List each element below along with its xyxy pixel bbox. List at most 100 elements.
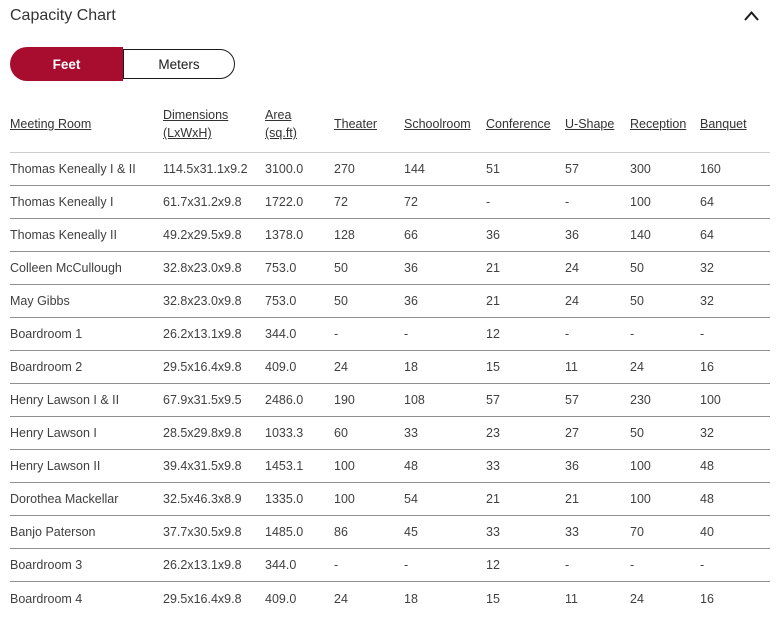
capacity-cell: 36 [404,284,486,318]
capacity-cell: 60 [334,416,404,450]
capacity-cell: 39.4x31.5x9.8 [163,449,265,483]
capacity-cell: 48 [700,449,770,483]
capacity-cell: 270 [334,162,355,177]
capacity-cell: 32 [700,284,770,318]
table-row: Boardroom 3 26.2x13.1x9.8 344.0- -12- - - [10,548,770,582]
capacity-cell: 51 [486,162,500,177]
page-title: Capacity Chart [10,7,116,24]
column-header[interactable]: Schoolroom [404,102,486,154]
capacity-cell: 1485.0 [265,515,334,549]
capacity-cell: 100 [334,482,404,516]
capacity-cell: 190 [334,383,404,417]
table-row: Dorothea Mackellar 32.5x46.3x8.9 1335.0 100… [10,482,770,516]
section-header: Capacity Chart [10,0,770,25]
meeting-room-cell: Boardroom 1 [10,317,163,351]
capacity-cell: 33 [486,449,565,483]
capacity-cell: 36 [565,218,630,252]
meeting-room-cell: Henry Lawson II [10,449,163,483]
column-header[interactable]: Reception [630,102,700,154]
capacity-cell: 12 [486,317,565,351]
capacity-cell: 86 [334,515,404,549]
column-header[interactable]: Theater [334,102,404,154]
table-row: Thomas Keneally I 61.7x31.2x9.8 1722.0 72 72… [10,185,770,219]
table-row: Thomas Keneally II 49.2x29.5x9.8 1378.0 128… [10,218,770,252]
capacity-cell: 21 [565,482,630,516]
capacity-cell: 15 [486,350,565,384]
capacity-cell: 344.0 [265,548,334,582]
capacity-cell: - [404,317,486,351]
capacity-cell: 18 [404,350,486,384]
table-row: Thomas Keneally I & II 114.5x31.1x9.2 3100… [10,153,770,186]
capacity-chart-panel: Capacity Chart Feet Meters Meeting Room Di… [10,0,770,615]
capacity-cell: 32 [700,416,770,450]
capacity-cell: 1378.0 [265,218,334,252]
capacity-cell: 1722.0 [265,185,334,219]
capacity-cell: 24 [630,350,700,384]
capacity-cell: 100 [700,383,770,417]
capacity-cell: 24 [630,581,700,615]
meeting-room-cell: Boardroom 2 [10,350,163,384]
table-row: Banjo Paterson 37.7x30.5x9.8 1485.0 86 45 33 3… [10,515,770,549]
capacity-cell: 45 [404,515,486,549]
capacity-cell: 66 [404,218,486,252]
capacity-cell: 67.9x31.5x9.5 [163,383,265,417]
capacity-cell: 300 [630,162,651,177]
unit-toggle-option-meters[interactable]: Meters [123,49,235,79]
table-body: Thomas Keneally I & II 114.5x31.1x9.2 3100… [10,153,770,615]
capacity-cell: 24 [334,350,404,384]
column-header[interactable]: Area (sq.ft) [265,102,334,154]
capacity-cell: 57 [565,383,630,417]
capacity-cell: 33 [404,416,486,450]
meeting-room-cell: Colleen McCullough [10,251,163,285]
column-header[interactable]: U-Shape [565,102,630,154]
capacity-cell: 11 [565,581,630,615]
capacity-cell: 16 [700,350,770,384]
column-header[interactable]: Banquet [700,102,770,154]
meeting-room-cell: Thomas Keneally I & II [10,162,136,177]
capacity-cell: 36 [404,251,486,285]
capacity-cell: 128 [334,218,404,252]
column-header[interactable]: Meeting Room [10,102,163,154]
capacity-cell: - [334,317,404,351]
capacity-cell: 100 [630,185,700,219]
meeting-room-cell: Henry Lawson I & II [10,383,163,417]
capacity-cell: - [404,548,486,582]
column-header[interactable]: Dimensions (LxWxH) [163,102,265,154]
capacity-cell: - [700,317,770,351]
capacity-cell: - [630,317,700,351]
capacity-cell: 32 [700,251,770,285]
table-row: Boardroom 4 29.5x16.4x9.8 409.0 24 18 15 11 24 1… [10,581,770,615]
collapse-button[interactable] [741,7,762,25]
capacity-cell: 50 [630,416,700,450]
table-row: Henry Lawson I & II 67.9x31.5x9.5 2486.0 19… [10,383,770,417]
capacity-cell: 49.2x29.5x9.8 [163,218,265,252]
capacity-cell: 24 [565,284,630,318]
meeting-room-cell: Henry Lawson I [10,416,163,450]
capacity-cell: 16 [700,581,770,615]
capacity-cell: 33 [486,515,565,549]
capacity-cell: 72 [404,185,486,219]
capacity-cell: 40 [700,515,770,549]
capacity-cell: 57 [565,162,579,177]
table-row: Boardroom 2 29.5x16.4x9.8 409.0 24 18 15 11 24 1… [10,350,770,384]
unit-toggle-option-feet[interactable]: Feet [10,47,123,81]
capacity-cell: 26.2x13.1x9.8 [163,317,265,351]
table-header-row: Meeting Room Dimensions (LxWxH) Area (sq.f… [10,102,770,154]
capacity-cell: 64 [700,218,770,252]
capacity-cell: 33 [565,515,630,549]
capacity-cell: 160 [700,162,721,177]
capacity-table: Meeting Room Dimensions (LxWxH) Area (sq.f… [10,102,770,615]
capacity-cell: 50 [334,251,404,285]
meeting-room-cell: Dorothea Mackellar [10,482,163,516]
column-header[interactable]: Conference [486,102,565,154]
capacity-cell: 21 [486,482,565,516]
meeting-room-cell: May Gibbs [10,284,163,318]
capacity-cell: 64 [700,185,770,219]
capacity-cell: 100 [334,449,404,483]
table-row: May Gibbs 32.8x23.0x9.8 753.0 50 36 21 24 50 32 [10,284,770,318]
capacity-cell: 37.7x30.5x9.8 [163,515,265,549]
capacity-cell: 21 [486,251,565,285]
capacity-cell: 50 [630,251,700,285]
capacity-cell: 21 [486,284,565,318]
table-row: Henry Lawson I 28.5x29.8x9.8 1033.3 60 33 23 2… [10,416,770,450]
